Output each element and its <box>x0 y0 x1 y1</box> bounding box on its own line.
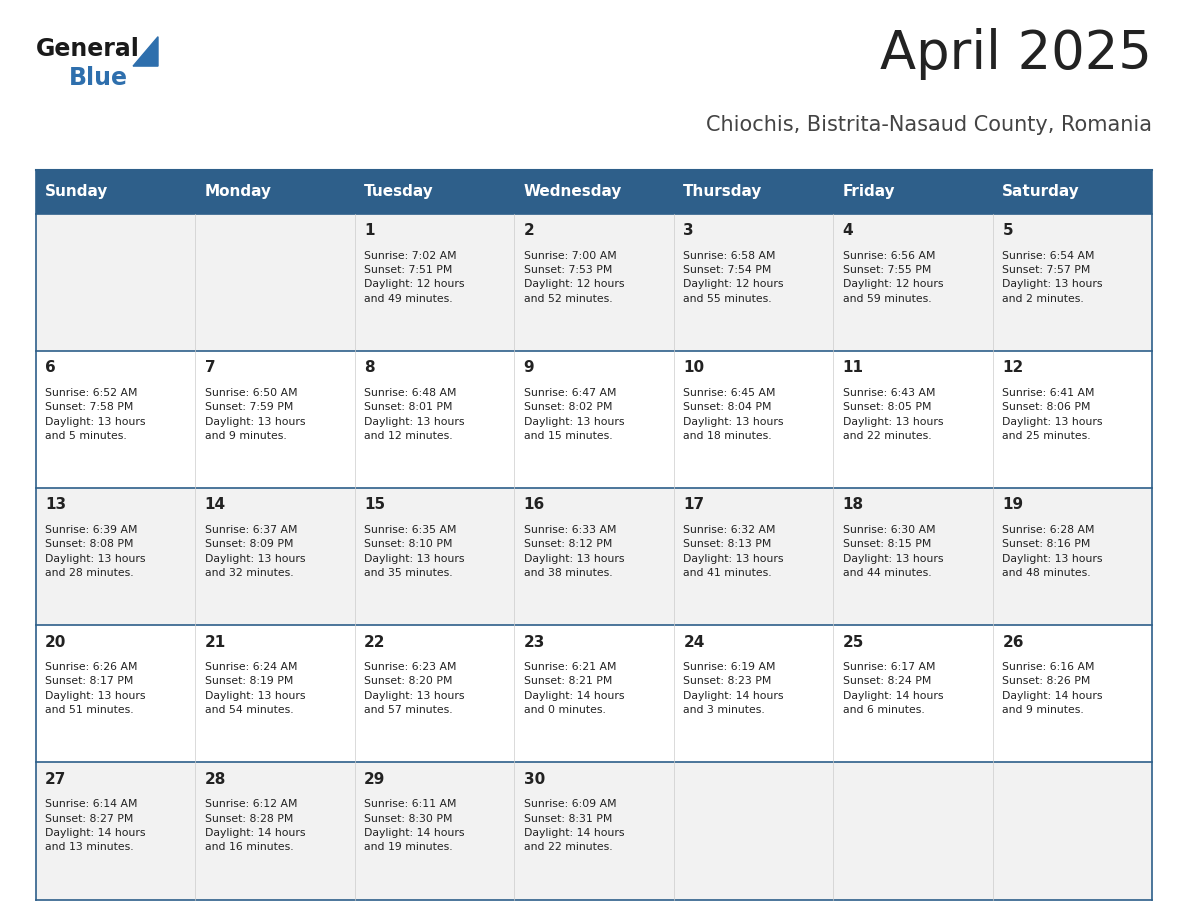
Polygon shape <box>133 37 158 66</box>
Text: Sunrise: 6:16 AM
Sunset: 8:26 PM
Daylight: 14 hours
and 9 minutes.: Sunrise: 6:16 AM Sunset: 8:26 PM Dayligh… <box>1003 662 1102 715</box>
Text: Sunrise: 6:48 AM
Sunset: 8:01 PM
Daylight: 13 hours
and 12 minutes.: Sunrise: 6:48 AM Sunset: 8:01 PM Dayligh… <box>365 387 465 441</box>
Text: Friday: Friday <box>842 185 896 199</box>
Text: Chiochis, Bistrita-Nasaud County, Romania: Chiochis, Bistrita-Nasaud County, Romani… <box>707 115 1152 135</box>
Text: 17: 17 <box>683 498 704 512</box>
Text: Sunrise: 6:26 AM
Sunset: 8:17 PM
Daylight: 13 hours
and 51 minutes.: Sunrise: 6:26 AM Sunset: 8:17 PM Dayligh… <box>45 662 146 715</box>
Bar <box>36 351 1152 488</box>
Text: 24: 24 <box>683 634 704 650</box>
Text: Sunrise: 6:23 AM
Sunset: 8:20 PM
Daylight: 13 hours
and 57 minutes.: Sunrise: 6:23 AM Sunset: 8:20 PM Dayligh… <box>365 662 465 715</box>
Text: 9: 9 <box>524 360 535 375</box>
Text: 19: 19 <box>1003 498 1023 512</box>
Text: 16: 16 <box>524 498 545 512</box>
Text: 10: 10 <box>683 360 704 375</box>
Text: Sunrise: 7:02 AM
Sunset: 7:51 PM
Daylight: 12 hours
and 49 minutes.: Sunrise: 7:02 AM Sunset: 7:51 PM Dayligh… <box>365 251 465 304</box>
Text: Sunrise: 6:47 AM
Sunset: 8:02 PM
Daylight: 13 hours
and 15 minutes.: Sunrise: 6:47 AM Sunset: 8:02 PM Dayligh… <box>524 387 624 441</box>
Text: Sunrise: 6:12 AM
Sunset: 8:28 PM
Daylight: 14 hours
and 16 minutes.: Sunrise: 6:12 AM Sunset: 8:28 PM Dayligh… <box>204 800 305 853</box>
Text: Sunrise: 6:32 AM
Sunset: 8:13 PM
Daylight: 13 hours
and 41 minutes.: Sunrise: 6:32 AM Sunset: 8:13 PM Dayligh… <box>683 525 784 578</box>
Text: 2: 2 <box>524 223 535 238</box>
Text: 20: 20 <box>45 634 67 650</box>
Text: Sunrise: 7:00 AM
Sunset: 7:53 PM
Daylight: 12 hours
and 52 minutes.: Sunrise: 7:00 AM Sunset: 7:53 PM Dayligh… <box>524 251 624 304</box>
Text: 18: 18 <box>842 498 864 512</box>
Text: 1: 1 <box>365 223 374 238</box>
Text: Sunrise: 6:56 AM
Sunset: 7:55 PM
Daylight: 12 hours
and 59 minutes.: Sunrise: 6:56 AM Sunset: 7:55 PM Dayligh… <box>842 251 943 304</box>
Text: 4: 4 <box>842 223 853 238</box>
Text: Sunrise: 6:33 AM
Sunset: 8:12 PM
Daylight: 13 hours
and 38 minutes.: Sunrise: 6:33 AM Sunset: 8:12 PM Dayligh… <box>524 525 624 578</box>
Text: Sunrise: 6:50 AM
Sunset: 7:59 PM
Daylight: 13 hours
and 9 minutes.: Sunrise: 6:50 AM Sunset: 7:59 PM Dayligh… <box>204 387 305 441</box>
Text: 15: 15 <box>365 498 385 512</box>
Text: April 2025: April 2025 <box>880 28 1152 80</box>
Text: Sunrise: 6:30 AM
Sunset: 8:15 PM
Daylight: 13 hours
and 44 minutes.: Sunrise: 6:30 AM Sunset: 8:15 PM Dayligh… <box>842 525 943 578</box>
Text: 30: 30 <box>524 772 545 787</box>
Text: Sunrise: 6:52 AM
Sunset: 7:58 PM
Daylight: 13 hours
and 5 minutes.: Sunrise: 6:52 AM Sunset: 7:58 PM Dayligh… <box>45 387 146 441</box>
Text: 6: 6 <box>45 360 56 375</box>
Text: 8: 8 <box>365 360 375 375</box>
Text: 28: 28 <box>204 772 226 787</box>
Text: 25: 25 <box>842 634 864 650</box>
Text: Sunrise: 6:11 AM
Sunset: 8:30 PM
Daylight: 14 hours
and 19 minutes.: Sunrise: 6:11 AM Sunset: 8:30 PM Dayligh… <box>365 800 465 853</box>
Text: Monday: Monday <box>204 185 272 199</box>
Text: 7: 7 <box>204 360 215 375</box>
Text: 21: 21 <box>204 634 226 650</box>
Text: 27: 27 <box>45 772 67 787</box>
Text: 11: 11 <box>842 360 864 375</box>
Bar <box>36 763 1152 900</box>
Bar <box>36 488 1152 625</box>
Text: Blue: Blue <box>69 66 128 90</box>
Text: Sunrise: 6:43 AM
Sunset: 8:05 PM
Daylight: 13 hours
and 22 minutes.: Sunrise: 6:43 AM Sunset: 8:05 PM Dayligh… <box>842 387 943 441</box>
Text: Sunrise: 6:58 AM
Sunset: 7:54 PM
Daylight: 12 hours
and 55 minutes.: Sunrise: 6:58 AM Sunset: 7:54 PM Dayligh… <box>683 251 784 304</box>
Bar <box>36 214 1152 351</box>
Text: Sunday: Sunday <box>45 185 108 199</box>
Text: 26: 26 <box>1003 634 1024 650</box>
Text: Sunrise: 6:17 AM
Sunset: 8:24 PM
Daylight: 14 hours
and 6 minutes.: Sunrise: 6:17 AM Sunset: 8:24 PM Dayligh… <box>842 662 943 715</box>
Text: Sunrise: 6:41 AM
Sunset: 8:06 PM
Daylight: 13 hours
and 25 minutes.: Sunrise: 6:41 AM Sunset: 8:06 PM Dayligh… <box>1003 387 1102 441</box>
Text: Sunrise: 6:37 AM
Sunset: 8:09 PM
Daylight: 13 hours
and 32 minutes.: Sunrise: 6:37 AM Sunset: 8:09 PM Dayligh… <box>204 525 305 578</box>
Text: Sunrise: 6:09 AM
Sunset: 8:31 PM
Daylight: 14 hours
and 22 minutes.: Sunrise: 6:09 AM Sunset: 8:31 PM Dayligh… <box>524 800 624 853</box>
Text: Thursday: Thursday <box>683 185 763 199</box>
Text: Sunrise: 6:35 AM
Sunset: 8:10 PM
Daylight: 13 hours
and 35 minutes.: Sunrise: 6:35 AM Sunset: 8:10 PM Dayligh… <box>365 525 465 578</box>
Text: Saturday: Saturday <box>1003 185 1080 199</box>
Text: Sunrise: 6:28 AM
Sunset: 8:16 PM
Daylight: 13 hours
and 48 minutes.: Sunrise: 6:28 AM Sunset: 8:16 PM Dayligh… <box>1003 525 1102 578</box>
Text: Sunrise: 6:39 AM
Sunset: 8:08 PM
Daylight: 13 hours
and 28 minutes.: Sunrise: 6:39 AM Sunset: 8:08 PM Dayligh… <box>45 525 146 578</box>
Text: Sunrise: 6:21 AM
Sunset: 8:21 PM
Daylight: 14 hours
and 0 minutes.: Sunrise: 6:21 AM Sunset: 8:21 PM Dayligh… <box>524 662 624 715</box>
Text: Sunrise: 6:54 AM
Sunset: 7:57 PM
Daylight: 13 hours
and 2 minutes.: Sunrise: 6:54 AM Sunset: 7:57 PM Dayligh… <box>1003 251 1102 304</box>
Text: Sunrise: 6:19 AM
Sunset: 8:23 PM
Daylight: 14 hours
and 3 minutes.: Sunrise: 6:19 AM Sunset: 8:23 PM Dayligh… <box>683 662 784 715</box>
Text: 5: 5 <box>1003 223 1013 238</box>
Text: 12: 12 <box>1003 360 1024 375</box>
Bar <box>36 170 1152 214</box>
Text: Sunrise: 6:45 AM
Sunset: 8:04 PM
Daylight: 13 hours
and 18 minutes.: Sunrise: 6:45 AM Sunset: 8:04 PM Dayligh… <box>683 387 784 441</box>
Text: General: General <box>36 37 139 61</box>
Text: 23: 23 <box>524 634 545 650</box>
Text: 3: 3 <box>683 223 694 238</box>
Text: 14: 14 <box>204 498 226 512</box>
Text: Wednesday: Wednesday <box>524 185 623 199</box>
Text: Tuesday: Tuesday <box>365 185 434 199</box>
Text: 29: 29 <box>365 772 386 787</box>
Bar <box>36 625 1152 763</box>
Text: 13: 13 <box>45 498 67 512</box>
Text: Sunrise: 6:14 AM
Sunset: 8:27 PM
Daylight: 14 hours
and 13 minutes.: Sunrise: 6:14 AM Sunset: 8:27 PM Dayligh… <box>45 800 146 853</box>
Text: Sunrise: 6:24 AM
Sunset: 8:19 PM
Daylight: 13 hours
and 54 minutes.: Sunrise: 6:24 AM Sunset: 8:19 PM Dayligh… <box>204 662 305 715</box>
Text: 22: 22 <box>365 634 386 650</box>
